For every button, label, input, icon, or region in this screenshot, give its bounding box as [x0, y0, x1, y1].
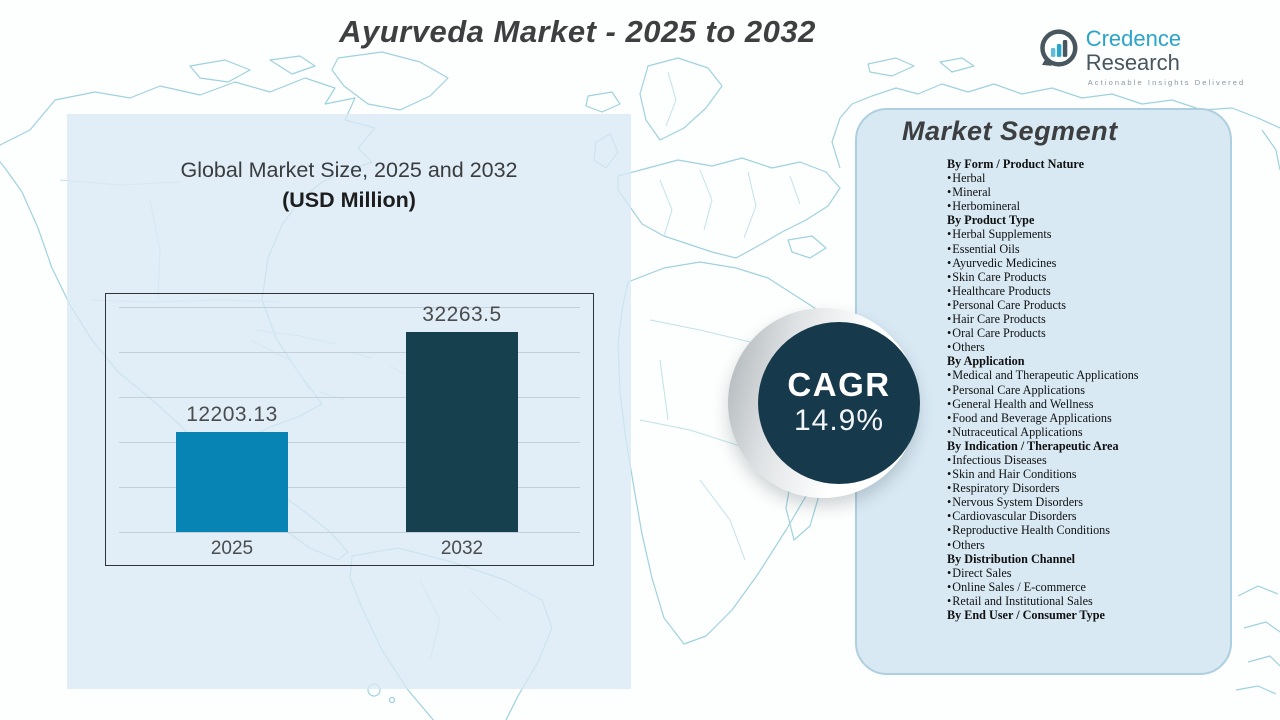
logo-name-credence: Credence [1085, 26, 1182, 51]
segment-item: Cardiovascular Disorders [947, 509, 1222, 523]
segment-item: Skin Care Products [947, 270, 1222, 284]
credence-research-logo: Credence Research Actionable Insights De… [1038, 27, 1280, 87]
cagr-value: 14.9% [793, 404, 885, 437]
segment-item: Personal Care Products [947, 298, 1222, 312]
segment-item: Herbal Supplements [947, 227, 1222, 241]
segment-item: Food and Beverage Applications [947, 411, 1222, 425]
segment-item: Ayurvedic Medicines [947, 256, 1222, 270]
market-segment-title: Market Segment [902, 116, 1118, 146]
segment-item: Others [947, 340, 1222, 354]
segment-item: Reproductive Health Conditions [947, 523, 1222, 537]
page-title: Ayurveda Market - 2025 to 2032 [339, 14, 816, 49]
segment-item: Infectious Diseases [947, 453, 1222, 467]
bar-value-2032: 32263.5 [422, 303, 502, 326]
logo-barchart-icon [1040, 29, 1078, 67]
market-segment-list: By Form / Product NatureHerbalMineralHer… [947, 157, 1222, 622]
bar-2032 [406, 332, 518, 532]
chart-background-panel [67, 114, 631, 689]
segment-item: Hair Care Products [947, 312, 1222, 326]
segment-item: Nutraceutical Applications [947, 425, 1222, 439]
chart-title-line2: (USD Million) [282, 188, 416, 212]
x-axis-label-2032: 2032 [440, 538, 484, 559]
segment-item: Herbal [947, 171, 1222, 185]
cagr-label: CAGR [787, 366, 891, 403]
gridline [119, 307, 580, 308]
gridline [119, 442, 580, 443]
logo-text: Credence Research Actionable Insights De… [1086, 27, 1280, 88]
segment-heading: By End User / Consumer Type [947, 608, 1105, 622]
segment-item: Oral Care Products [947, 326, 1222, 340]
segment-item: General Health and Wellness [947, 397, 1222, 411]
bar-value-2025: 12203.13 [186, 403, 278, 426]
segment-heading: By Indication / Therapeutic Area [947, 438, 1119, 453]
bar-chart: 12203.13 32263.5 2025 2032 [105, 293, 594, 566]
bar-2025 [176, 432, 288, 532]
logo-tagline: Actionable Insights Delivered [1087, 78, 1246, 87]
segment-item: Skin and Hair Conditions [947, 467, 1222, 481]
segment-item: Online Sales / E-commerce [947, 580, 1222, 594]
segment-item: Herbomineral [947, 199, 1222, 213]
logo-name: Credence Research [1086, 27, 1280, 75]
segment-heading: By Distribution Channel [947, 551, 1075, 566]
segment-item: Healthcare Products [947, 284, 1222, 298]
segment-heading: By Product Type [947, 213, 1035, 228]
bar-group-2025: 12203.13 [176, 403, 288, 532]
segment-item: Essential Oils [947, 242, 1222, 256]
segment-item: Mineral [947, 185, 1222, 199]
gridline [119, 487, 580, 488]
bar-group-2032: 32263.5 [406, 303, 518, 532]
logo-name-research: Research [1085, 50, 1180, 75]
segment-item: Medical and Therapeutic Applications [947, 368, 1222, 382]
segment-item: Nervous System Disorders [947, 495, 1222, 509]
segment-item: Personal Care Applications [947, 383, 1222, 397]
cagr-badge: CAGR 14.9% [758, 322, 920, 484]
gridline [119, 532, 580, 533]
segment-item: Retail and Institutional Sales [947, 594, 1222, 608]
segment-heading: By Application [947, 354, 1025, 369]
segment-heading: By Form / Product Nature [947, 157, 1084, 171]
segment-item: Respiratory Disorders [947, 481, 1222, 495]
chart-title-line1: Global Market Size, 2025 and 2032 [180, 158, 518, 182]
x-axis-label-2025: 2025 [210, 538, 254, 559]
segment-item: Others [947, 538, 1222, 552]
segment-item: Direct Sales [947, 566, 1222, 580]
gridline [119, 397, 580, 398]
gridline [119, 352, 580, 353]
